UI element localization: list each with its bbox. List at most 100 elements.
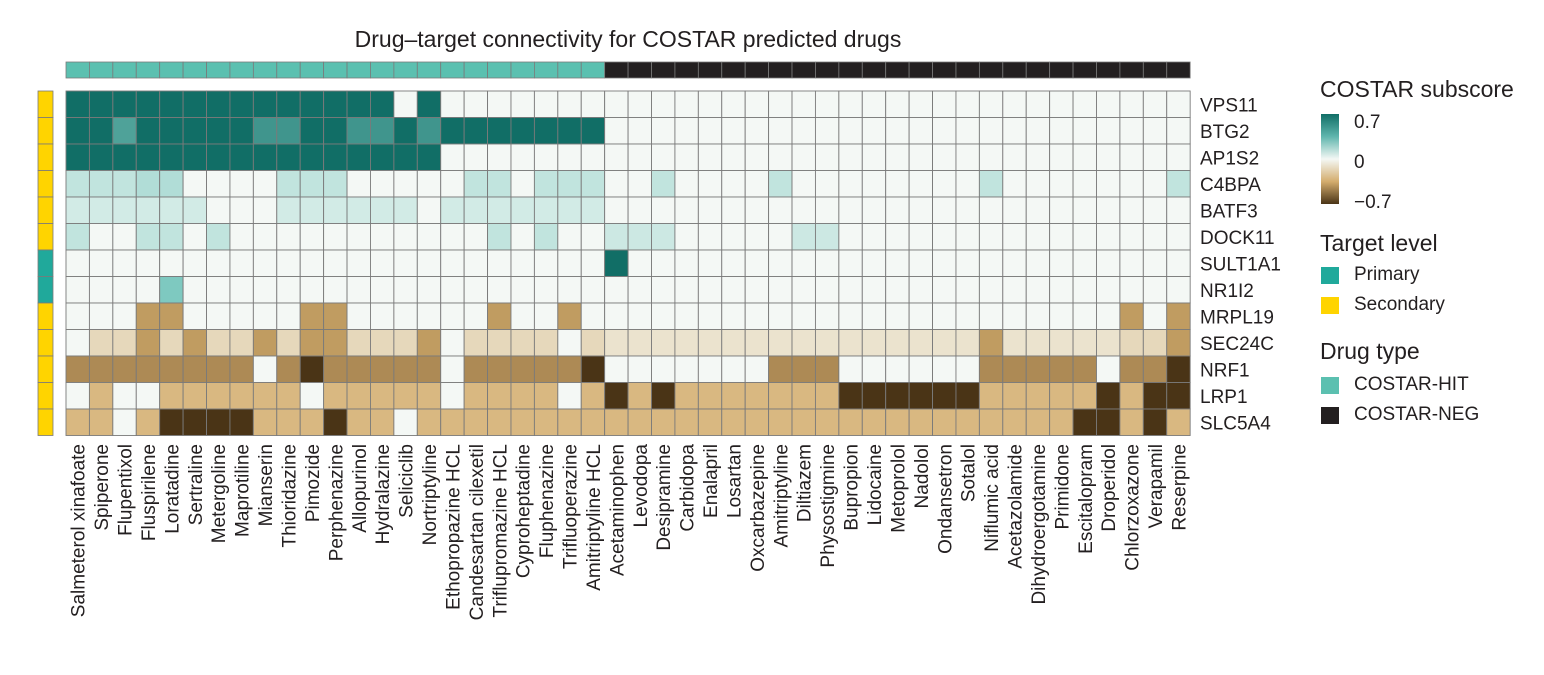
heatmap-cell-dock11-ondansetron	[932, 223, 957, 251]
drug-label-fluspirilene: Fluspirilene	[139, 444, 160, 541]
heatmap-cell-dock11-desipramine	[651, 223, 676, 251]
heatmap-cell-nrf1-fluphenazine	[533, 355, 559, 383]
heatmap-cell-nr1i2-desipramine	[651, 276, 676, 304]
heatmap-cell-btg2-sertraline	[182, 117, 207, 145]
heatmap-cell-slc5a4-cyproheptadine	[510, 408, 535, 436]
heatmap-cell-dock11-metoprolol	[885, 223, 910, 251]
heatmap-cell-vps11-thioridazine	[276, 90, 301, 118]
drug-label-thioridazine: Thioridazine	[279, 444, 300, 548]
heatmap-cell-vps11-metergoline	[206, 90, 231, 118]
drug-label-metoprolol: Metoprolol	[888, 444, 909, 533]
heatmap-cell-lrp1-metergoline	[206, 382, 231, 410]
heatmap-cell-batf3-allopurinol	[346, 196, 371, 224]
heatmap-cell-c4bpa-trifluoperazine	[557, 170, 582, 198]
heatmap-cell-btg2-loratadine	[159, 117, 184, 145]
heatmap-cell-sec24c-fluspirilene	[135, 329, 161, 357]
heatmap-cell-sec24c-cyproheptadine	[510, 329, 535, 357]
heatmap-cell-mrpl19-nadolol	[908, 302, 933, 330]
heatmap-cell-nr1i2-verapamil	[1142, 276, 1168, 304]
heatmap-cell-dock11-perphenazine	[323, 223, 348, 251]
heatmap-cell-sult1a1-escitalopram	[1072, 249, 1097, 277]
heatmap-cell-mrpl19-lidocaine	[861, 302, 887, 330]
heatmap-cell-sec24c-maprotiline	[229, 329, 254, 357]
heatmap-cell-mrpl19-dihydroergotamine	[1025, 302, 1051, 330]
heatmap-cell-ap1s2-pimozide	[299, 143, 325, 171]
heatmap-cell-nrf1-candesartan-cilexetil	[463, 355, 489, 383]
heatmap-cell-ap1s2-fluphenazine	[533, 143, 559, 171]
heatmap-cell-nr1i2-mianserin	[252, 276, 278, 304]
heatmap-cell-slc5a4-physostigmine	[814, 408, 840, 436]
heatmap-cell-vps11-droperidol	[1096, 90, 1121, 118]
heatmap-cell-lrp1-fluphenazine	[533, 382, 559, 410]
secondary-label: Secondary	[1354, 294, 1445, 315]
heatmap-cell-ap1s2-acetaminophen	[604, 143, 629, 171]
subscore-tick-min: −0.7	[1354, 192, 1392, 213]
heatmap-cell-vps11-oxcarbazepine	[744, 90, 770, 118]
heatmap-cell-sec24c-mianserin	[252, 329, 278, 357]
heatmap-cell-batf3-salmeterol-xinafoate	[65, 196, 90, 224]
heatmap-cell-nr1i2-cyproheptadine	[510, 276, 535, 304]
heatmap-cell-nr1i2-loratadine	[159, 276, 184, 304]
heatmap-cell-sec24c-losartan	[721, 329, 746, 357]
drug-type-cell-trifluoperazine	[557, 61, 582, 79]
drug-type-cell-perphenazine	[323, 61, 348, 79]
heatmap-cell-batf3-verapamil	[1142, 196, 1168, 224]
drug-type-cell-desipramine	[651, 61, 676, 79]
heatmap-cell-btg2-nadolol	[908, 117, 933, 145]
heatmap-cell-c4bpa-escitalopram	[1072, 170, 1097, 198]
heatmap-cell-nrf1-hydralazine	[370, 355, 395, 383]
heatmap-cell-vps11-flupentixol	[112, 90, 137, 118]
heatmap-cell-mrpl19-primidone	[1049, 302, 1074, 330]
drug-type-cell-enalapril	[697, 61, 723, 79]
heatmap-cell-ap1s2-ondansetron	[932, 143, 957, 171]
target-level-cell-ap1s2	[37, 143, 54, 171]
heatmap-cell-lrp1-chlorzoxazone	[1119, 382, 1144, 410]
drug-type-cell-dihydroergotamine	[1025, 61, 1051, 79]
target-level-cell-dock11	[37, 223, 54, 251]
heatmap-cell-sult1a1-niflumic-acid	[978, 249, 1004, 277]
heatmap-cell-slc5a4-spiperone	[88, 408, 114, 436]
heatmap-cell-mrpl19-levodopa	[627, 302, 652, 330]
heatmap-cell-lrp1-hydralazine	[370, 382, 395, 410]
drug-type-cell-seliciclib	[393, 61, 418, 79]
heatmap-cell-btg2-enalapril	[697, 117, 723, 145]
heatmap-cell-nr1i2-sertraline	[182, 276, 207, 304]
drug-type-cell-escitalopram	[1072, 61, 1097, 79]
target-label-nrf1: NRF1	[1200, 360, 1250, 381]
heatmap-cell-slc5a4-sotalol	[955, 408, 980, 436]
heatmap-cell-nr1i2-allopurinol	[346, 276, 371, 304]
heatmap-cell-batf3-primidone	[1049, 196, 1074, 224]
heatmap-cell-slc5a4-enalapril	[697, 408, 723, 436]
heatmap-cell-lrp1-carbidopa	[674, 382, 699, 410]
target-label-sult1a1: SULT1A1	[1200, 254, 1281, 275]
drug-label-flupentixol: Flupentixol	[116, 444, 137, 536]
heatmap-cell-mrpl19-pimozide	[299, 302, 325, 330]
heatmap-cell-nrf1-triflupromazine-hcl	[487, 355, 512, 383]
heatmap-cell-lrp1-candesartan-cilexetil	[463, 382, 489, 410]
heatmap-cell-ap1s2-seliciclib	[393, 143, 418, 171]
drug-type-cell-pimozide	[299, 61, 325, 79]
heatmap-cell-vps11-candesartan-cilexetil	[463, 90, 489, 118]
heatmap-cell-lrp1-nadolol	[908, 382, 933, 410]
heatmap-cell-btg2-oxcarbazepine	[744, 117, 770, 145]
heatmap-cell-btg2-carbidopa	[674, 117, 699, 145]
drug-label-nortriptyline: Nortriptyline	[420, 444, 441, 545]
heatmap-cell-lrp1-bupropion	[838, 382, 863, 410]
heatmap-cell-mrpl19-salmeterol-xinafoate	[65, 302, 90, 330]
drug-type-cell-ethopropazine-hcl	[440, 61, 465, 79]
heatmap-cell-sec24c-perphenazine	[323, 329, 348, 357]
heatmap-cell-sult1a1-lidocaine	[861, 249, 887, 277]
heatmap-cell-dock11-spiperone	[88, 223, 114, 251]
heatmap-cell-btg2-salmeterol-xinafoate	[65, 117, 90, 145]
heatmap-cell-lrp1-maprotiline	[229, 382, 254, 410]
heatmap-cell-vps11-acetaminophen	[604, 90, 629, 118]
drug-label-maprotiline: Maprotiline	[233, 444, 254, 537]
heatmap-cell-dock11-maprotiline	[229, 223, 254, 251]
heatmap-cell-batf3-ondansetron	[932, 196, 957, 224]
drug-label-metergoline: Metergoline	[209, 444, 230, 543]
heatmap-cell-ap1s2-desipramine	[651, 143, 676, 171]
heatmap-cell-nr1i2-pimozide	[299, 276, 325, 304]
heatmap-cell-vps11-sertraline	[182, 90, 207, 118]
drug-type-cell-hydralazine	[370, 61, 395, 79]
drug-type-cell-amitriptyline	[768, 61, 793, 79]
